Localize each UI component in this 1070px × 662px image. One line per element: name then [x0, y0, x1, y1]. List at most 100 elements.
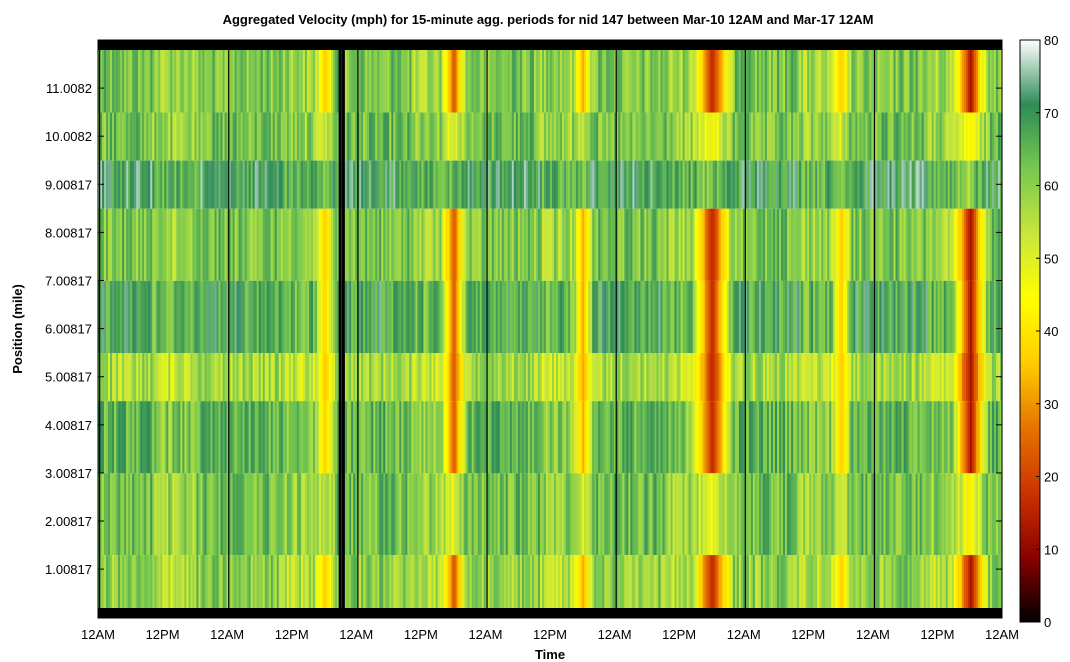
heatmap-cell [670, 50, 674, 113]
heatmap-cell [286, 353, 290, 402]
heatmap-cell [714, 112, 718, 161]
y-tick-label: 10.0082 [45, 129, 92, 144]
heatmap-cell [280, 555, 284, 608]
heatmap-cell [475, 50, 479, 113]
heatmap-cell [849, 401, 852, 474]
heatmap-cell [845, 208, 848, 281]
heatmap-cell [144, 401, 147, 474]
heatmap-cell [292, 160, 296, 209]
heatmap-cell [142, 50, 145, 113]
heatmap-cell [835, 473, 838, 556]
heatmap-cell [564, 353, 567, 402]
heatmap-cell [154, 280, 157, 354]
heatmap-cell [865, 208, 869, 281]
heatmap-cell [732, 280, 736, 354]
heatmap-cell [833, 50, 836, 113]
heatmap-cell [869, 280, 873, 354]
heatmap-cell [917, 555, 921, 608]
heatmap-cell [586, 280, 589, 354]
heatmap-cell [867, 208, 871, 281]
heatmap-cell [186, 50, 189, 113]
heatmap-cell [698, 112, 702, 161]
heatmap-cell [644, 473, 648, 556]
heatmap-cell [479, 353, 483, 402]
heatmap-cell [477, 112, 481, 161]
heatmap-cell [439, 280, 443, 354]
heatmap-cell [839, 555, 842, 608]
heatmap-cell [248, 473, 252, 556]
heatmap-cell [979, 112, 983, 161]
heatmap-cell [939, 208, 943, 281]
heatmap-cell [805, 160, 808, 209]
heatmap-cell [875, 160, 879, 209]
heatmap-cell [272, 353, 276, 402]
heatmap-cell [525, 50, 529, 113]
heatmap-cell [867, 555, 871, 608]
heatmap-cell [608, 353, 611, 402]
heatmap-cell [222, 280, 226, 354]
heatmap-cell [750, 280, 754, 354]
heatmap-cell [744, 280, 748, 354]
heatmap-cell [905, 280, 909, 354]
heatmap-cell [552, 50, 555, 113]
heatmap-cell [610, 353, 613, 402]
heatmap-cell [863, 280, 866, 354]
heatmap-cell [630, 353, 633, 402]
heatmap-cell [260, 280, 264, 354]
heatmap-cell [997, 50, 1001, 113]
heatmap-cell [441, 555, 445, 608]
heatmap-cell [220, 401, 224, 474]
heatmap-cell [775, 50, 778, 113]
heatmap-cell [847, 473, 850, 556]
heatmap-cell [640, 401, 644, 474]
heatmap-cell [168, 208, 171, 281]
heatmap-cell [310, 50, 314, 113]
heatmap-cell [766, 208, 770, 281]
heatmap-cell [636, 555, 639, 608]
heatmap-cell [855, 208, 858, 281]
heatmap-cell [656, 160, 660, 209]
heatmap-cell [682, 401, 686, 474]
heatmap-cell [282, 112, 286, 161]
heatmap-cell [316, 280, 320, 354]
heatmap-cell [415, 208, 419, 281]
heatmap-cell [547, 280, 551, 354]
heatmap-cell [250, 208, 254, 281]
heatmap-cell [809, 280, 812, 354]
heatmap-cell [764, 280, 768, 354]
heatmap-cell [533, 353, 537, 402]
heatmap-cell [574, 208, 577, 281]
heatmap-cell [658, 353, 662, 402]
heatmap-cell [182, 555, 185, 608]
heatmap-cell [961, 112, 965, 161]
heatmap-cell [365, 473, 368, 556]
heatmap-cell [566, 555, 569, 608]
heatmap-cell [302, 112, 306, 161]
heatmap-cell [634, 555, 637, 608]
heatmap-cell [226, 353, 230, 402]
heatmap-cell [875, 112, 879, 161]
heatmap-cell [550, 160, 553, 209]
heatmap-cell [748, 50, 752, 113]
heatmap-cell [760, 50, 764, 113]
heatmap-cell [246, 208, 250, 281]
heatmap-cell [331, 280, 334, 354]
heatmap-cell [861, 401, 864, 474]
heatmap-cell [758, 401, 762, 474]
heatmap-cell [943, 112, 947, 161]
heatmap-cell [740, 112, 744, 161]
heatmap-cell [196, 280, 200, 354]
heatmap-cell [766, 280, 770, 354]
heatmap-cell [302, 473, 306, 556]
heatmap-cell [678, 473, 682, 556]
heatmap-cell [447, 353, 451, 402]
heatmap-cell [632, 401, 635, 474]
heatmap-cell [120, 50, 123, 113]
heatmap-cell [503, 555, 507, 608]
heatmap-cell [158, 50, 161, 113]
heatmap-cell [218, 112, 222, 161]
heatmap-cell [728, 208, 732, 281]
heatmap-cell [642, 160, 646, 209]
heatmap-cell [851, 473, 854, 556]
heatmap-cell [734, 208, 738, 281]
